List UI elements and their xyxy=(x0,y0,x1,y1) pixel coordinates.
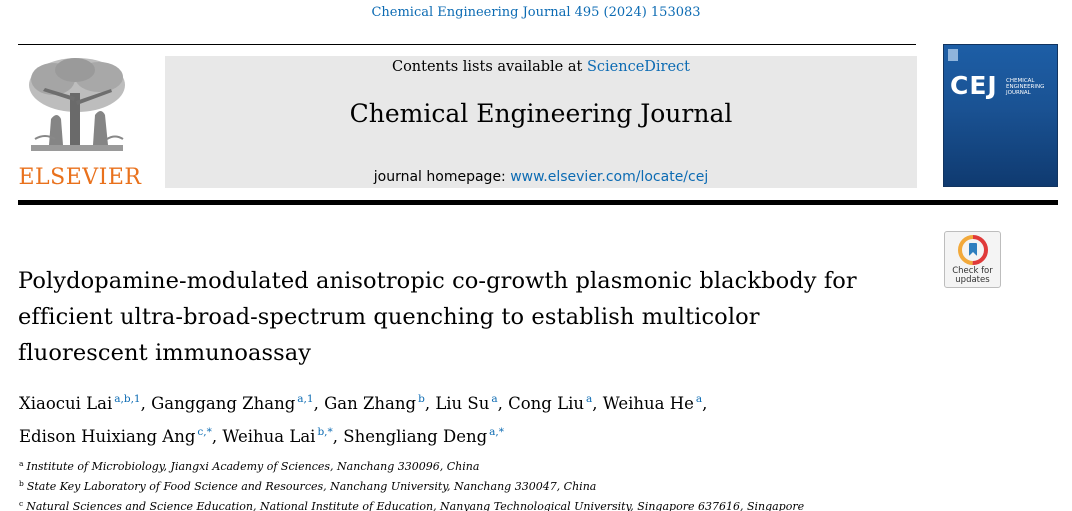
author-name[interactable]: Weihua Lai xyxy=(222,427,316,446)
check-for-updates-icon xyxy=(958,235,988,265)
affiliation-mark: c xyxy=(19,499,24,508)
affiliation-text: Natural Sciences and Science Education, … xyxy=(26,500,805,511)
article-title: Polydopamine-modulated anisotropic co-gr… xyxy=(18,263,918,371)
author-line: Edison Huixiang Ang c,*, Weihua Lai b,*, S… xyxy=(19,418,919,451)
contents-prefix: Contents lists available at xyxy=(391,59,587,75)
publisher-logo[interactable]: ELSEVIER xyxy=(15,55,142,191)
author-name[interactable]: Edison Huixiang Ang xyxy=(19,427,196,446)
author-separator: , xyxy=(332,427,339,446)
affiliation: c Natural Sciences and Science Education,… xyxy=(19,495,1059,511)
author-name[interactable]: Shengliang Deng xyxy=(343,427,488,446)
header-rule xyxy=(18,44,916,45)
publisher-name: ELSEVIER xyxy=(18,165,142,190)
homepage-link[interactable]: www.elsevier.com/locate/cej xyxy=(510,169,709,185)
sciencedirect-link[interactable]: ScienceDirect xyxy=(586,59,691,75)
author-affiliation-marks[interactable]: b,* xyxy=(317,426,333,438)
check-updates-line: Check for xyxy=(952,266,993,276)
author-name[interactable]: Cong Liu xyxy=(508,394,584,413)
author-name[interactable]: Xiaocui Lai xyxy=(19,394,113,413)
author-separator: , xyxy=(497,394,503,413)
contents-availability: Contents lists available at ScienceDirec… xyxy=(165,59,917,75)
journal-title: Chemical Engineering Journal xyxy=(349,99,733,128)
author-separator: , xyxy=(424,394,431,413)
affiliation-text: Institute of Microbiology, Jiangxi Acade… xyxy=(26,460,480,473)
affiliation-text: State Key Laboratory of Food Science and… xyxy=(26,480,597,493)
author-name[interactable]: Liu Su xyxy=(435,394,490,413)
affiliation-mark: b xyxy=(19,479,24,488)
journal-cover[interactable]: CEJ CHEMICAL ENGINEERING JOURNAL xyxy=(943,44,1058,187)
author-list: Xiaocui Lai a,b,1, Ganggang Zhang a,1, Gan… xyxy=(19,385,919,451)
title-line: fluorescent immunoassay xyxy=(18,340,312,366)
journal-banner: Contents lists available at ScienceDirec… xyxy=(165,56,917,188)
author-separator: , xyxy=(702,394,708,413)
cover-journal-name: CHEMICAL ENGINEERING JOURNAL xyxy=(1006,78,1056,96)
author-affiliation-marks[interactable]: c,* xyxy=(197,426,212,438)
cover-name-line: CHEMICAL xyxy=(1006,78,1035,84)
author-line: Xiaocui Lai a,b,1, Ganggang Zhang a,1, Gan… xyxy=(19,385,919,418)
author-affiliation-marks[interactable]: a,1 xyxy=(297,393,314,405)
journal-citation[interactable]: Chemical Engineering Journal 495 (2024) … xyxy=(371,5,701,20)
author-affiliation-marks[interactable]: a xyxy=(585,393,593,405)
author-affiliation-marks[interactable]: a xyxy=(695,393,703,405)
affiliation: a Institute of Microbiology, Jiangxi Acad… xyxy=(19,455,1059,475)
author-separator: , xyxy=(592,394,598,413)
author-affiliation-marks[interactable]: a,b,1 xyxy=(114,393,141,405)
author-separator: , xyxy=(211,427,218,446)
title-line: Polydopamine-modulated anisotropic co-gr… xyxy=(18,268,857,294)
affiliation: b State Key Laboratory of Food Science an… xyxy=(19,475,1059,495)
cover-abbreviation: CEJ xyxy=(950,71,998,100)
cover-publisher-mark xyxy=(948,49,958,61)
cover-name-line: JOURNAL xyxy=(1006,90,1031,96)
title-line: efficient ultra-broad-spectrum quenching… xyxy=(18,304,760,330)
affiliation-mark: a xyxy=(19,459,24,468)
author-separator: , xyxy=(140,394,146,413)
check-updates-line: updates xyxy=(955,275,990,285)
author-affiliation-marks[interactable]: b xyxy=(418,393,425,405)
masthead-rule xyxy=(18,200,1058,205)
homepage-prefix: journal homepage: xyxy=(373,169,511,185)
journal-homepage: journal homepage: www.elsevier.com/locat… xyxy=(165,169,917,185)
author-affiliation-marks[interactable]: a xyxy=(491,393,498,405)
check-for-updates-button[interactable]: Check for updates xyxy=(944,231,1001,288)
author-name[interactable]: Ganggang Zhang xyxy=(151,394,296,413)
elsevier-tree-icon xyxy=(29,58,125,151)
cover-name-line: ENGINEERING xyxy=(1006,84,1045,90)
author-separator: , xyxy=(313,394,319,413)
affiliation-list: a Institute of Microbiology, Jiangxi Acad… xyxy=(19,455,1059,511)
author-name[interactable]: Gan Zhang xyxy=(324,394,417,413)
author-name[interactable]: Weihua He xyxy=(602,394,694,413)
check-for-updates-label: Check for updates xyxy=(945,267,1000,285)
author-affiliation-marks[interactable]: a,* xyxy=(489,426,505,438)
